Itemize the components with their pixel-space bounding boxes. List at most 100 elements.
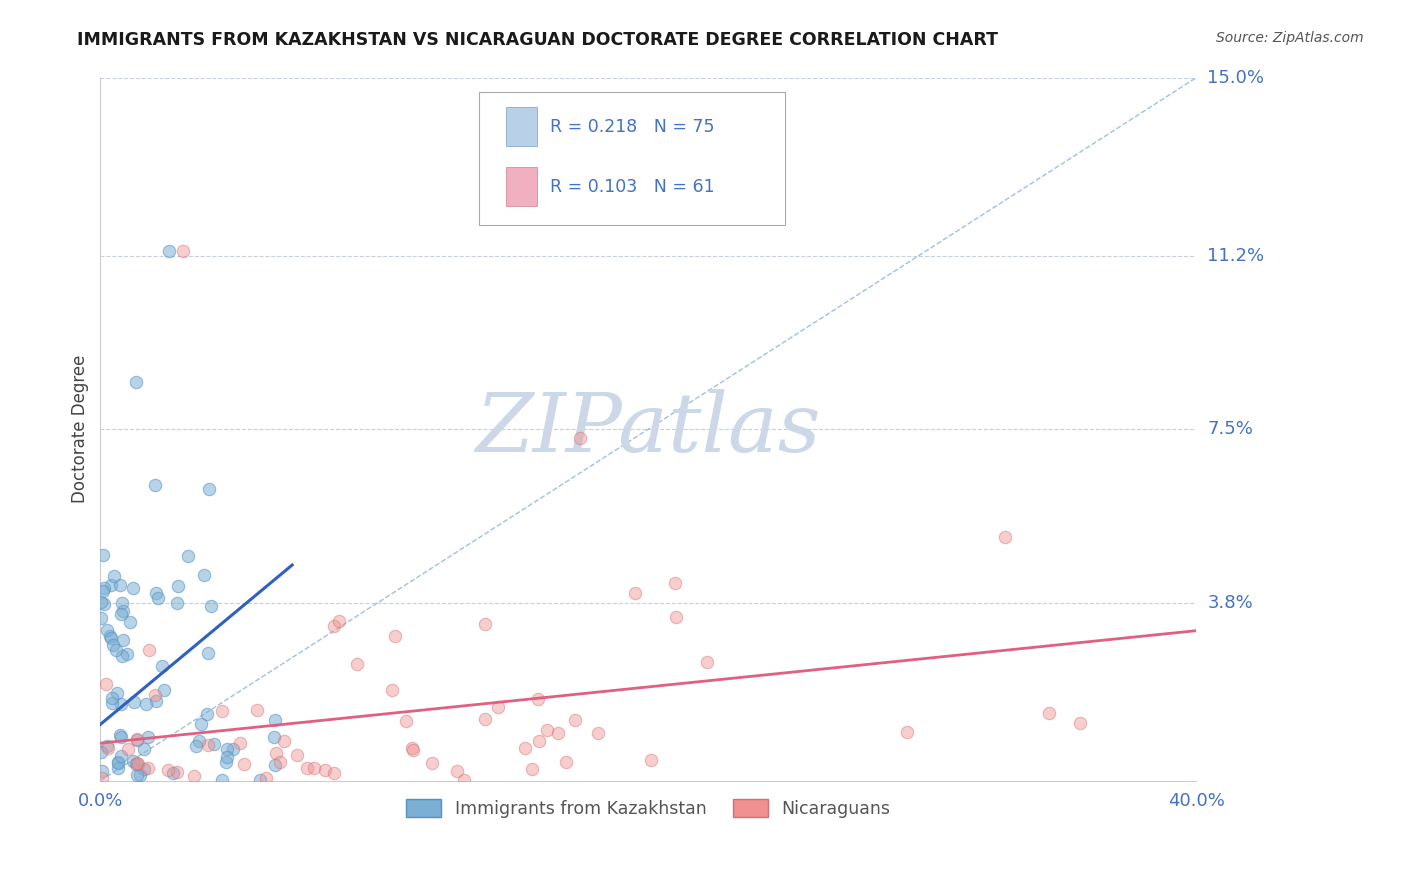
Immigrants from Kazakhstan	[125, 375, 148, 389]
Nicaraguans	[474, 617, 496, 632]
Nicaraguans	[136, 761, 159, 775]
Immigrants from Kazakhstan	[125, 768, 148, 782]
Immigrants from Kazakhstan	[193, 567, 215, 582]
Immigrants from Kazakhstan	[108, 578, 131, 592]
Nicaraguans	[183, 769, 205, 783]
Immigrants from Kazakhstan	[143, 478, 166, 492]
Text: 15.0%: 15.0%	[1208, 69, 1264, 87]
FancyBboxPatch shape	[506, 167, 537, 206]
Immigrants from Kazakhstan	[111, 632, 134, 647]
Nicaraguans	[474, 712, 496, 726]
Nicaraguans	[211, 704, 233, 718]
Immigrants from Kazakhstan	[132, 742, 155, 756]
Immigrants from Kazakhstan	[125, 757, 148, 772]
Nicaraguans	[665, 609, 688, 624]
Nicaraguans	[269, 755, 291, 769]
Nicaraguans	[323, 619, 346, 633]
Nicaraguans	[97, 741, 120, 756]
Nicaraguans	[640, 753, 662, 767]
Nicaraguans	[138, 643, 160, 657]
Immigrants from Kazakhstan	[107, 761, 129, 775]
Immigrants from Kazakhstan	[157, 244, 180, 258]
Immigrants from Kazakhstan	[202, 737, 225, 751]
Immigrants from Kazakhstan	[249, 772, 271, 787]
Text: R = 0.218   N = 75: R = 0.218 N = 75	[550, 118, 714, 136]
Immigrants from Kazakhstan	[90, 595, 112, 609]
Immigrants from Kazakhstan	[200, 599, 222, 614]
Nicaraguans	[586, 726, 609, 740]
Immigrants from Kazakhstan	[136, 730, 159, 744]
Immigrants from Kazakhstan	[121, 754, 143, 768]
Immigrants from Kazakhstan	[115, 647, 138, 661]
Immigrants from Kazakhstan	[153, 682, 176, 697]
Immigrants from Kazakhstan	[98, 629, 121, 643]
Nicaraguans	[127, 757, 149, 772]
Nicaraguans	[254, 771, 277, 785]
Nicaraguans	[486, 699, 509, 714]
Nicaraguans	[328, 614, 350, 628]
Immigrants from Kazakhstan	[101, 690, 124, 705]
Nicaraguans	[295, 761, 318, 775]
Immigrants from Kazakhstan	[132, 762, 155, 776]
Nicaraguans	[453, 772, 475, 787]
Immigrants from Kazakhstan	[107, 755, 129, 769]
Nicaraguans	[446, 764, 468, 778]
Nicaraguans	[117, 742, 139, 756]
Immigrants from Kazakhstan	[263, 730, 285, 744]
Immigrants from Kazakhstan	[100, 697, 122, 711]
Immigrants from Kazakhstan	[263, 758, 285, 772]
Immigrants from Kazakhstan	[186, 739, 208, 754]
Immigrants from Kazakhstan	[122, 581, 145, 595]
Immigrants from Kazakhstan	[211, 772, 233, 787]
Nicaraguans	[395, 714, 418, 728]
Text: Source: ZipAtlas.com: Source: ZipAtlas.com	[1216, 31, 1364, 45]
Immigrants from Kazakhstan	[197, 482, 219, 496]
Y-axis label: Doctorate Degree: Doctorate Degree	[72, 355, 89, 503]
Nicaraguans	[555, 756, 578, 770]
Nicaraguans	[401, 741, 423, 756]
Nicaraguans	[229, 736, 252, 750]
Nicaraguans	[536, 723, 558, 737]
Text: IMMIGRANTS FROM KAZAKHSTAN VS NICARAGUAN DOCTORATE DEGREE CORRELATION CHART: IMMIGRANTS FROM KAZAKHSTAN VS NICARAGUAN…	[77, 31, 998, 49]
Immigrants from Kazakhstan	[111, 604, 134, 618]
Text: ZIPatlas: ZIPatlas	[475, 389, 821, 469]
Nicaraguans	[197, 738, 219, 752]
Immigrants from Kazakhstan	[215, 756, 238, 770]
Immigrants from Kazakhstan	[264, 713, 287, 727]
Nicaraguans	[233, 756, 256, 771]
Immigrants from Kazakhstan	[190, 716, 212, 731]
Nicaraguans	[246, 703, 269, 717]
Nicaraguans	[302, 761, 325, 775]
Nicaraguans	[1038, 706, 1060, 721]
Immigrants from Kazakhstan	[145, 694, 167, 708]
Immigrants from Kazakhstan	[162, 766, 184, 780]
Nicaraguans	[623, 586, 645, 600]
Immigrants from Kazakhstan	[100, 577, 122, 591]
Nicaraguans	[125, 731, 148, 746]
Text: R = 0.103   N = 61: R = 0.103 N = 61	[550, 178, 714, 195]
Nicaraguans	[402, 742, 425, 756]
Immigrants from Kazakhstan	[90, 610, 112, 624]
Immigrants from Kazakhstan	[100, 631, 122, 645]
Text: 7.5%: 7.5%	[1208, 420, 1253, 438]
Nicaraguans	[157, 763, 180, 777]
Nicaraguans	[696, 655, 718, 669]
Nicaraguans	[166, 765, 188, 780]
Immigrants from Kazakhstan	[217, 741, 239, 756]
Immigrants from Kazakhstan	[110, 730, 132, 744]
Immigrants from Kazakhstan	[166, 595, 188, 609]
Immigrants from Kazakhstan	[96, 739, 118, 754]
Immigrants from Kazakhstan	[107, 756, 129, 770]
Nicaraguans	[266, 746, 288, 760]
Immigrants from Kazakhstan	[215, 750, 238, 764]
Immigrants from Kazakhstan	[222, 741, 245, 756]
Immigrants from Kazakhstan	[110, 748, 132, 763]
Immigrants from Kazakhstan	[110, 607, 132, 622]
Immigrants from Kazakhstan	[111, 648, 134, 663]
Immigrants from Kazakhstan	[135, 697, 157, 711]
Nicaraguans	[384, 629, 406, 643]
Nicaraguans	[94, 677, 117, 691]
Nicaraguans	[172, 244, 194, 258]
Immigrants from Kazakhstan	[90, 745, 112, 759]
Nicaraguans	[125, 756, 148, 770]
